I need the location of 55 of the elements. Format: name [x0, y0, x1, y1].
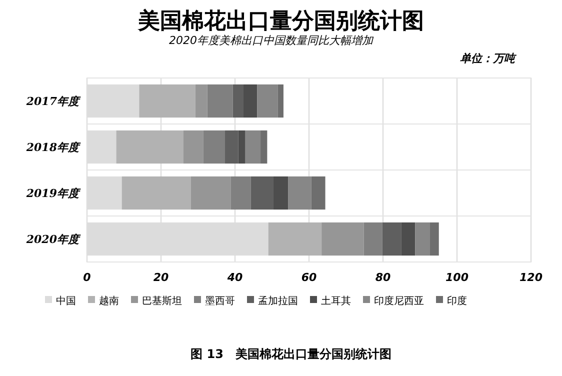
legend-label: 中国	[56, 295, 76, 307]
bar	[122, 176, 191, 210]
bar	[245, 130, 261, 164]
x-tick-label: 80	[375, 271, 391, 284]
bar	[190, 176, 231, 210]
bar	[278, 84, 284, 118]
bar	[207, 84, 233, 118]
bar	[87, 84, 140, 118]
bar	[183, 130, 204, 164]
legend-label: 墨西哥	[205, 296, 235, 307]
caption: 图 13 美国棉花出口量分国别统计图	[190, 347, 392, 361]
bar	[87, 176, 122, 210]
bar	[257, 84, 278, 118]
x-tick-label: 40	[226, 271, 243, 284]
bar	[87, 222, 268, 256]
bar	[260, 130, 268, 164]
bar	[311, 176, 326, 210]
bar	[322, 222, 364, 256]
y-tick-label: 2017年度	[25, 95, 81, 108]
y-tick-label: 2020年度	[25, 233, 81, 246]
y-tick-label: 2018年度	[25, 141, 81, 154]
bar	[273, 176, 288, 210]
bar	[250, 176, 274, 210]
bar	[288, 176, 312, 210]
bar	[139, 84, 196, 118]
bar	[195, 84, 208, 118]
legend-label: 孟加拉国	[258, 295, 298, 307]
y-tick-label: 2019年度	[25, 187, 81, 200]
x-tick-label: 120	[520, 271, 543, 284]
bar	[244, 84, 258, 118]
x-tick-label: 100	[446, 271, 469, 284]
text: 单位：万吨	[460, 52, 517, 65]
bar	[225, 130, 238, 164]
bar	[116, 130, 184, 164]
legend-label: 土耳其	[321, 295, 351, 307]
bar	[268, 222, 322, 256]
chart-subtitle: 2020年度美棉出口中国数量同比大幅增加	[169, 34, 374, 47]
bar	[87, 130, 116, 164]
x-tick-label: 0	[83, 271, 92, 284]
bar	[364, 222, 382, 256]
bar	[230, 176, 251, 210]
legend-label: 印度	[447, 295, 467, 307]
bar	[401, 222, 416, 256]
x-tick-label: 60	[301, 271, 317, 284]
bar	[238, 130, 246, 164]
chart-title: 美国棉花出口量分国别统计图	[137, 8, 424, 34]
legend-label: 印度尼西亚	[374, 295, 424, 307]
bar	[203, 130, 226, 164]
bar	[415, 222, 430, 256]
bar	[232, 84, 244, 118]
legend-label: 巴基斯坦	[142, 295, 182, 307]
legend-label: 越南	[99, 295, 119, 307]
bar	[382, 222, 402, 256]
x-tick-label: 20	[153, 271, 169, 284]
bar	[430, 222, 439, 256]
